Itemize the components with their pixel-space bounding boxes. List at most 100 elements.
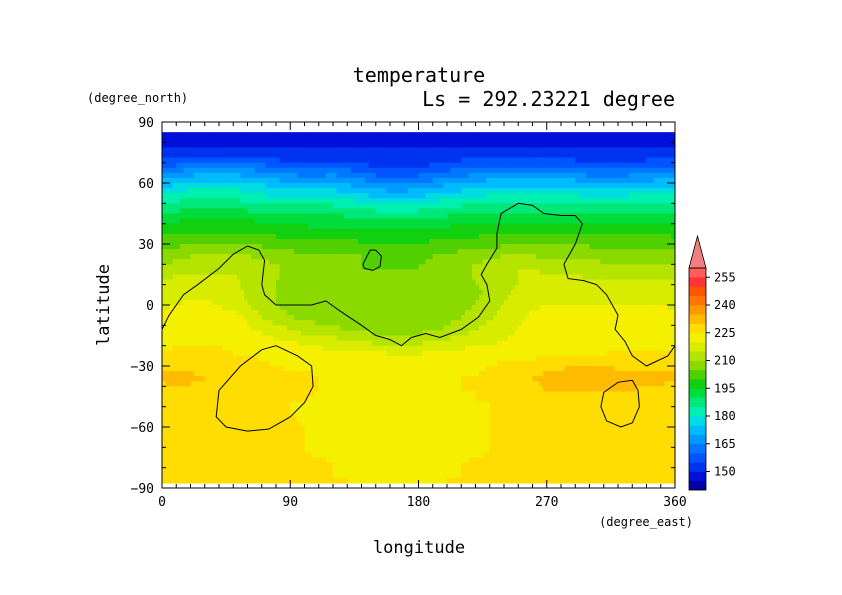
- field-cell: [169, 198, 174, 204]
- field-cell: [176, 147, 181, 154]
- field-cell: [418, 289, 423, 296]
- field-cell: [575, 162, 580, 169]
- field-cell: [525, 223, 530, 230]
- field-cell: [589, 167, 594, 174]
- field-cell: [479, 213, 484, 220]
- field-cell: [272, 162, 277, 169]
- field-cell: [329, 264, 334, 271]
- field-cell: [297, 147, 302, 154]
- field-cell: [646, 249, 651, 255]
- field-cell: [447, 142, 452, 149]
- field-cell: [354, 254, 359, 260]
- field-cell: [443, 259, 448, 265]
- field-cell: [521, 132, 526, 138]
- field-cell: [194, 132, 199, 138]
- field-cell: [179, 223, 184, 230]
- field-cell: [347, 233, 352, 240]
- field-cell: [400, 157, 405, 164]
- field-cell: [443, 289, 448, 296]
- field-cell: [215, 188, 220, 194]
- field-cell: [536, 299, 541, 306]
- field-cell: [236, 213, 241, 220]
- field-cell: [350, 254, 355, 260]
- field-cell: [318, 284, 323, 291]
- field-cell: [464, 254, 469, 260]
- field-cell: [325, 142, 331, 149]
- field-cell: [454, 249, 459, 255]
- field-cell: [550, 137, 555, 143]
- field-cell: [318, 142, 323, 149]
- field-cell: [639, 203, 644, 210]
- field-cell: [197, 213, 202, 220]
- field-cell: [436, 137, 441, 143]
- field-cell: [664, 238, 669, 245]
- field-cell: [575, 142, 580, 149]
- field-cell: [447, 152, 452, 159]
- field-cell: [265, 305, 270, 311]
- field-cell: [450, 228, 455, 235]
- field-cell: [454, 142, 459, 149]
- field-cell: [646, 264, 651, 271]
- field-cell: [204, 193, 209, 199]
- field-cell: [347, 238, 352, 245]
- field-cell: [315, 228, 320, 235]
- field-cell: [347, 137, 352, 143]
- field-cell: [621, 264, 626, 271]
- field-cell: [422, 172, 427, 179]
- field-cell: [354, 279, 359, 286]
- field-cell: [222, 284, 227, 291]
- field-cell: [589, 233, 594, 240]
- field-cell: [226, 142, 231, 149]
- field-cell: [333, 177, 338, 184]
- field-cell: [233, 289, 238, 296]
- field-cell: [265, 249, 270, 255]
- field-cell: [308, 259, 313, 265]
- field-cell: [169, 254, 174, 260]
- field-cell: [571, 167, 576, 174]
- field-cell: [479, 137, 484, 143]
- field-cell: [468, 157, 473, 164]
- field-cell: [610, 244, 616, 250]
- field-cell: [190, 279, 195, 286]
- field-cell: [365, 213, 370, 220]
- field-cell: [425, 284, 430, 291]
- field-cell: [183, 305, 188, 311]
- field-cell: [357, 305, 363, 311]
- field-cell: [236, 137, 241, 143]
- field-cell: [493, 172, 498, 179]
- field-cell: [247, 198, 252, 204]
- field-cell: [575, 289, 580, 296]
- field-cell: [300, 193, 306, 199]
- field-cell: [283, 172, 288, 179]
- field-cell: [379, 193, 384, 199]
- field-cell: [603, 254, 608, 260]
- field-cell: [343, 238, 348, 245]
- field-cell: [258, 305, 263, 311]
- field-cell: [475, 203, 480, 210]
- field-cell: [247, 183, 252, 189]
- field-cell: [432, 188, 437, 194]
- field-cell: [290, 188, 295, 194]
- field-cell: [350, 177, 355, 184]
- field-cell: [471, 244, 477, 250]
- field-cell: [646, 254, 651, 260]
- field-cell: [593, 299, 598, 306]
- field-cell: [226, 152, 231, 159]
- field-cell: [279, 233, 284, 240]
- field-cell: [582, 183, 587, 189]
- field-cell: [646, 132, 651, 138]
- field-cell: [219, 208, 224, 215]
- field-cell: [511, 299, 516, 306]
- field-cell: [333, 294, 338, 301]
- field-cell: [201, 167, 206, 174]
- field-cell: [300, 299, 306, 306]
- field-cell: [667, 299, 673, 306]
- field-cell: [393, 193, 398, 199]
- field-cell: [575, 269, 580, 276]
- field-cell: [621, 177, 626, 184]
- field-cell: [414, 132, 420, 138]
- field-cell: [667, 183, 673, 189]
- field-cell: [258, 254, 263, 260]
- field-cell: [628, 249, 633, 255]
- field-cell: [475, 198, 480, 204]
